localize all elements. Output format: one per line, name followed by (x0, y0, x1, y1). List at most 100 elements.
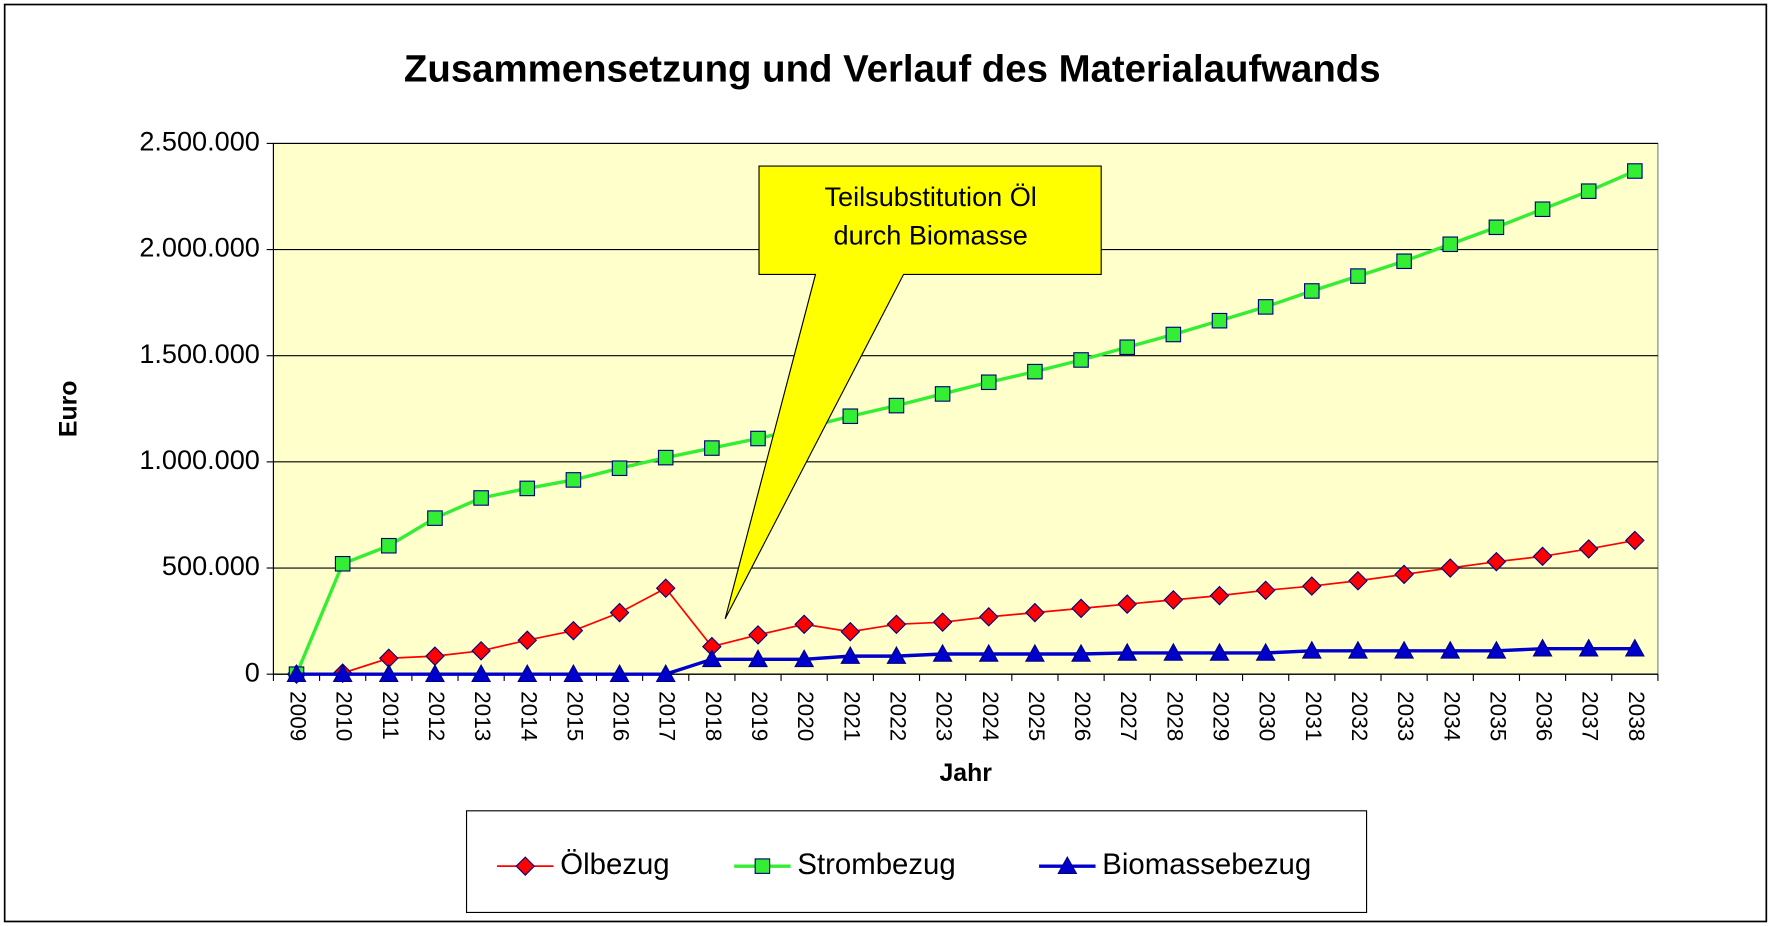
x-tick-label: 2034 (1439, 691, 1464, 741)
marker (1163, 642, 1184, 661)
marker (473, 490, 489, 506)
marker (1486, 551, 1507, 572)
legend-label: Biomassebezug (1102, 848, 1311, 881)
marker (1073, 352, 1089, 368)
marker (1578, 638, 1599, 657)
marker (794, 649, 815, 668)
y-tick-label: 1.000.000 (139, 444, 260, 475)
marker (378, 663, 399, 682)
marker (609, 663, 630, 682)
marker (980, 374, 997, 391)
legend-label: Strombezug (797, 848, 955, 881)
legend-marker (515, 856, 536, 876)
marker (978, 643, 999, 662)
marker (701, 649, 722, 668)
marker (1532, 546, 1553, 567)
x-tick-label: 2029 (1209, 691, 1234, 741)
marker (381, 537, 397, 554)
marker (1024, 643, 1045, 662)
legend-box (465, 810, 1368, 914)
marker (1301, 576, 1322, 596)
x-tick-label: 2009 (286, 691, 311, 741)
marker (1532, 638, 1553, 657)
marker (1348, 570, 1368, 591)
x-axis-label: Jahr (939, 760, 992, 787)
marker (517, 630, 538, 651)
marker (1350, 268, 1366, 284)
x-tick-label: 2032 (1347, 691, 1372, 741)
marker (840, 621, 861, 642)
marker (1396, 253, 1412, 270)
marker (748, 625, 768, 645)
x-tick-label: 2023 (932, 691, 957, 741)
marker (750, 430, 766, 447)
y-tick-label: 2.500.000 (139, 126, 260, 157)
marker (978, 607, 999, 627)
marker (1255, 642, 1276, 661)
marker (334, 555, 351, 572)
x-tick-label: 2038 (1624, 691, 1649, 741)
marker (934, 386, 951, 402)
x-tick-label: 2010 (332, 691, 357, 741)
marker (1163, 590, 1184, 610)
marker (1440, 640, 1461, 659)
marker (1486, 640, 1507, 659)
marker (1440, 558, 1461, 578)
x-tick-label: 2021 (839, 691, 864, 741)
series-line (296, 647, 1635, 676)
x-tick-label: 2018 (701, 691, 726, 741)
x-tick-label: 2015 (562, 691, 587, 741)
marker (1488, 219, 1505, 236)
marker (657, 449, 674, 466)
marker (704, 440, 720, 456)
marker (1534, 201, 1551, 218)
legend: Ölbezug Strombezug Biomassebezug (497, 848, 1311, 881)
marker (1071, 598, 1091, 619)
marker (1071, 643, 1092, 662)
x-tick-label: 2037 (1578, 691, 1603, 741)
marker (565, 472, 582, 488)
marker (1442, 236, 1459, 253)
x-tick-label: 2026 (1070, 691, 1095, 741)
marker (1209, 585, 1230, 606)
marker (1394, 640, 1415, 659)
marker (1580, 183, 1597, 199)
y-tick-label: 500.000 (162, 550, 260, 581)
marker (1255, 580, 1276, 601)
marker (286, 663, 307, 682)
marker (1625, 530, 1645, 551)
marker (932, 643, 953, 662)
marker (1211, 312, 1228, 329)
x-tick-label: 2030 (1255, 691, 1280, 741)
legend-marker (1057, 855, 1078, 874)
marker (886, 614, 907, 635)
marker (1394, 564, 1414, 585)
x-tick-label: 2012 (424, 691, 449, 741)
series-group (286, 163, 1645, 685)
x-tick-label: 2035 (1485, 691, 1510, 741)
marker (611, 460, 628, 477)
marker (519, 480, 536, 497)
x-tick-label: 2028 (1162, 691, 1187, 741)
marker (1027, 363, 1043, 380)
x-tick-label: 2017 (655, 691, 680, 741)
marker (842, 408, 859, 425)
marker (424, 663, 445, 682)
x-tick-label: 2014 (516, 691, 541, 741)
marker (563, 663, 584, 682)
annotation-text: Teilsubstitution Öl (824, 181, 1036, 212)
x-tick-label: 2027 (1116, 691, 1141, 741)
marker (1624, 638, 1645, 657)
marker (886, 645, 907, 664)
marker (932, 612, 953, 632)
marker (427, 510, 443, 526)
marker (888, 397, 905, 414)
x-tick-label: 2022 (885, 691, 910, 741)
callout: Teilsubstitution Öl durch Biomasse (724, 165, 1102, 620)
marker (471, 640, 491, 661)
marker (517, 663, 538, 682)
x-tick-label: 2011 (378, 691, 403, 740)
legend-label: Ölbezug (560, 848, 669, 881)
chart-title: Zusammensetzung und Verlauf des Material… (404, 47, 1381, 90)
x-tick-label: 2036 (1532, 691, 1557, 741)
